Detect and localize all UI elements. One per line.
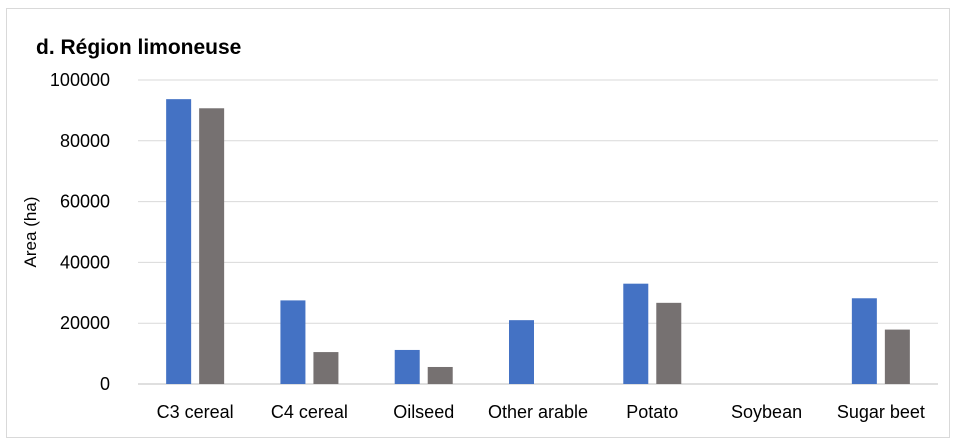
bar-c4-cereal-series-1 — [280, 300, 306, 384]
y-axis-label: Area (ha) — [21, 197, 40, 268]
x-tick-labels: C3 cereal C4 cereal Oilseed Other arable Pot… — [157, 402, 925, 422]
bar-other-arable-series-1 — [509, 320, 534, 384]
bar-potato-series-2 — [656, 302, 682, 384]
y-tick-label: 0 — [100, 374, 110, 394]
x-tick-label: Other arable — [488, 402, 588, 422]
x-tick-label: Soybean — [731, 402, 802, 422]
y-tick-label: 40000 — [60, 252, 110, 272]
y-tick-label: 100000 — [50, 70, 110, 90]
bar-c4-cereal-series-2 — [313, 352, 339, 384]
x-tick-label: Sugar beet — [837, 402, 925, 422]
x-tick-label: C4 cereal — [271, 402, 348, 422]
x-tick-label: C3 cereal — [157, 402, 234, 422]
bar-oilseed-series-1 — [394, 349, 420, 384]
x-tick-label: Oilseed — [393, 402, 454, 422]
bar-oilseed-series-2 — [427, 366, 453, 384]
bar-c3-cereal-series-2 — [199, 108, 225, 384]
grid-lines — [138, 79, 938, 385]
y-tick-label: 20000 — [60, 313, 110, 333]
bar-sugar-beet-series-1 — [851, 298, 877, 384]
bars — [166, 99, 910, 384]
bar-potato-series-1 — [623, 283, 649, 384]
x-tick-label: Potato — [626, 402, 678, 422]
y-tick-labels: 0 20000 40000 60000 80000 100000 — [50, 70, 110, 394]
chart-title: d. Région limoneuse — [36, 36, 241, 59]
bar-c3-cereal-series-1 — [166, 99, 192, 384]
y-tick-label: 80000 — [60, 131, 110, 151]
y-tick-label: 60000 — [60, 192, 110, 212]
bar-sugar-beet-series-2 — [884, 329, 910, 384]
